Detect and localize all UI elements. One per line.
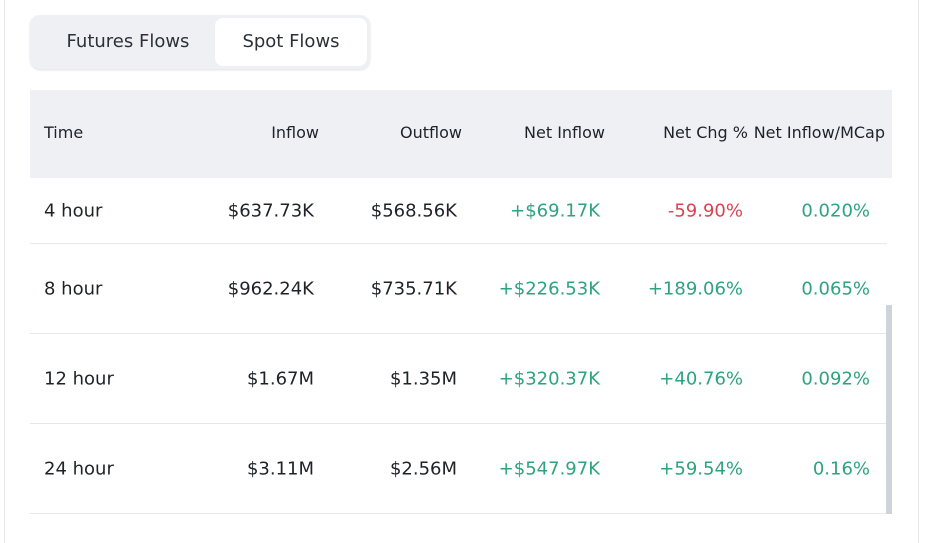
tab-spot-flows[interactable]: Spot Flows	[215, 18, 367, 66]
cell-net-inflow-mcap: 0.065%	[801, 278, 870, 299]
table-header: Time Inflow Outflow Net Inflow Net Chg %…	[30, 90, 892, 178]
cell-outflow: $1.35M	[389, 368, 457, 389]
cell-net-inflow: +$69.17K	[510, 200, 600, 221]
cell-time: 12 hour	[44, 368, 114, 389]
panel-frame	[4, 0, 919, 543]
cell-outflow: $2.56M	[389, 458, 457, 479]
cell-net-inflow: +$320.37K	[498, 368, 600, 389]
cell-inflow: $637.73K	[227, 200, 314, 221]
cell-time: 24 hour	[44, 458, 114, 479]
header-inflow: Inflow	[271, 123, 319, 142]
cell-net-chg: +189.06%	[647, 278, 743, 299]
cell-net-inflow-mcap: 0.020%	[801, 200, 870, 221]
header-outflow: Outflow	[400, 123, 462, 142]
cell-inflow: $3.11M	[246, 458, 314, 479]
cell-inflow: $962.24K	[227, 278, 314, 299]
header-net-inflow: Net Inflow	[524, 123, 605, 142]
cell-net-chg: +59.54%	[659, 458, 743, 479]
header-time: Time	[44, 123, 84, 142]
cell-outflow: $568.56K	[370, 200, 457, 221]
table-row: 8 hour $962.24K $735.71K +$226.53K +189.06% 0…	[30, 244, 887, 334]
cell-time: 8 hour	[44, 278, 103, 299]
flow-tabs: Futures Flows Spot Flows	[30, 15, 370, 69]
cell-net-chg: +40.76%	[659, 368, 743, 389]
cell-inflow: $1.67M	[246, 368, 314, 389]
cell-net-chg: -59.90%	[667, 200, 743, 221]
table-row: 24 hour $3.11M $2.56M +$547.97K +59.54% 0.16%	[30, 424, 887, 514]
cell-net-inflow: +$547.97K	[498, 458, 600, 479]
header-net-chg: Net Chg %	[663, 123, 748, 142]
tab-futures-flows[interactable]: Futures Flows	[66, 31, 190, 52]
table-row: 12 hour $1.67M $1.35M +$320.37K +40.76% 0.092…	[30, 334, 887, 424]
scrollbar[interactable]	[886, 305, 892, 514]
cell-time: 4 hour	[44, 200, 103, 221]
cell-net-inflow-mcap: 0.092%	[801, 368, 870, 389]
cell-net-inflow-mcap: 0.16%	[812, 458, 870, 479]
header-net-inflow-mcap: Net Inflow/MCap	[753, 123, 885, 142]
cell-outflow: $735.71K	[370, 278, 457, 299]
table-row: 4 hour $637.73K $568.56K +$69.17K -59.90% 0.0…	[30, 178, 887, 244]
cell-net-inflow: +$226.53K	[498, 278, 600, 299]
